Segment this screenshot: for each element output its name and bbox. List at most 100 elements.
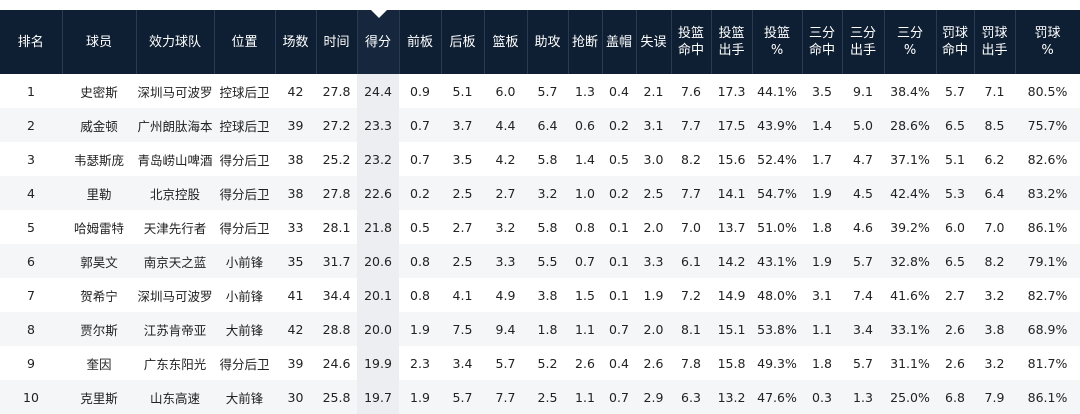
column-header[interactable]: 场数 (275, 10, 317, 74)
cell: 83.2% (1015, 176, 1080, 210)
column-header[interactable]: 时间 (316, 10, 358, 74)
cell: 2.7 (945, 287, 965, 303)
cell: 31.1% (890, 355, 930, 371)
column-header[interactable]: 罚球% (1015, 10, 1080, 74)
cell: 14.1 (711, 176, 752, 210)
cell: 52.4% (757, 151, 797, 167)
header-text: 罚球 (981, 26, 1008, 41)
cell: 13.7 (717, 219, 746, 235)
cell: 8.2 (974, 244, 1015, 278)
column-header[interactable]: 前板 (399, 10, 442, 74)
column-header[interactable]: 篮板 (484, 10, 528, 74)
cell: 8.2 (681, 151, 701, 167)
cell: 25.2 (322, 151, 351, 167)
column-header[interactable]: 罚球 出手 (974, 10, 1016, 74)
cell: 20.0 (357, 312, 399, 346)
cell: 1.4 (575, 151, 595, 167)
cell: 3.8 (974, 312, 1015, 346)
column-header[interactable]: 三分 出手 (842, 10, 885, 74)
cell: 44.1% (757, 83, 797, 99)
cell: 6.4 (974, 176, 1015, 210)
cell: 2.5 (636, 176, 671, 210)
cell: 42.4% (884, 176, 936, 210)
cell: 北京控股 (136, 176, 214, 210)
cell: 3.1 (636, 108, 671, 142)
cell: 43.1% (752, 244, 802, 278)
column-header[interactable]: 三分 命中 (802, 10, 843, 74)
cell: 郭昊文 (62, 244, 136, 278)
cell: 33.1% (884, 312, 936, 346)
cell: 49.3% (757, 355, 797, 371)
cell: 24.4 (357, 74, 399, 108)
cell: 4.5 (842, 176, 884, 210)
cell: 8 (0, 312, 62, 346)
cell: 28.8 (316, 312, 357, 346)
cell: 3.1 (812, 287, 832, 303)
cell: 25.0% (884, 380, 936, 414)
header-text: 场数 (282, 34, 309, 50)
cell: 35 (275, 244, 316, 278)
header-text: 抢断 (571, 34, 598, 50)
column-header[interactable]: 盖帽 (602, 10, 637, 74)
cell: 15.6 (717, 151, 746, 167)
cell: 4.9 (495, 287, 516, 303)
cell: 1.3 (575, 83, 595, 99)
cell: 14.2 (711, 244, 752, 278)
cell: 大前锋 (214, 312, 275, 346)
cell: 克里斯 (62, 380, 136, 414)
player-row: 3 韦瑟斯庞 青岛崂山啤酒 得分后卫 38 25.2 23.2 0.7 3.5 4.2 5.8 1.4… (0, 142, 1080, 176)
header-text: 命中 (808, 43, 835, 58)
cell: 15.8 (717, 355, 746, 371)
cell: 5.3 (936, 176, 974, 210)
sort-indicator (371, 10, 387, 18)
column-header[interactable]: 投篮 出手 (711, 10, 753, 74)
column-header[interactable]: 罚球 命中 (936, 10, 975, 74)
cell: 深圳马可波罗 (137, 84, 213, 100)
cell: 2.0 (636, 312, 671, 346)
cell: 7.7 (671, 176, 711, 210)
cell: 0.7 (602, 312, 636, 346)
cell: 27.2 (316, 108, 357, 142)
cell: 5.1 (452, 83, 473, 99)
header-text: 三分 (808, 26, 835, 41)
cell: 史密斯 (80, 84, 118, 100)
column-header[interactable]: 三分% (884, 10, 937, 74)
cell: 2.5 (527, 380, 568, 414)
cell: 5.7 (842, 244, 884, 278)
column-header[interactable]: 球员 (62, 10, 137, 74)
cell: 1.7 (812, 151, 832, 167)
cell: 4.7 (853, 151, 873, 167)
cell: 7.8 (681, 355, 701, 371)
column-header[interactable]: 投篮 命中 (671, 10, 712, 74)
cell: 3.5 (452, 151, 473, 167)
cell: 威金顿 (62, 108, 136, 142)
cell: 51.0% (757, 219, 797, 235)
column-header[interactable]: 排名 (0, 10, 63, 74)
column-header[interactable]: 失误 (636, 10, 672, 74)
header-text: 投篮 (677, 26, 704, 41)
header-text: % (770, 43, 784, 58)
cell: 5.7 (441, 380, 484, 414)
column-header[interactable]: 后板 (441, 10, 485, 74)
column-header[interactable]: 位置 (214, 10, 276, 74)
cell: 19.7 (357, 380, 399, 414)
cell: 3.7 (441, 108, 484, 142)
cell: 7 (27, 287, 35, 303)
column-header[interactable]: 助攻 (527, 10, 569, 74)
cell: 80.5% (1027, 83, 1068, 99)
column-header[interactable]: 得分 (357, 10, 400, 74)
cell: 7.0 (984, 219, 1005, 235)
header-text: 盖帽 (605, 34, 632, 50)
column-header[interactable]: 效力球队 (136, 10, 215, 74)
column-header[interactable]: 投篮% (752, 10, 803, 74)
header-row: 排名 球员 效力球队 位置 场数 时间 得分 前板 后板 篮板 助攻 抢断 盖帽 失误 投篮 命中 投篮 出手 投篮… (0, 10, 1080, 74)
header-text: 时间 (323, 34, 350, 50)
cell: 3.2 (495, 219, 516, 235)
cell: 5.7 (537, 83, 558, 99)
cell: 39.2% (890, 219, 930, 235)
column-header[interactable]: 抢断 (568, 10, 603, 74)
cell: 哈姆雷特 (73, 220, 124, 236)
header-text: 投篮 (718, 26, 745, 41)
header-text: 命中 (677, 43, 704, 58)
